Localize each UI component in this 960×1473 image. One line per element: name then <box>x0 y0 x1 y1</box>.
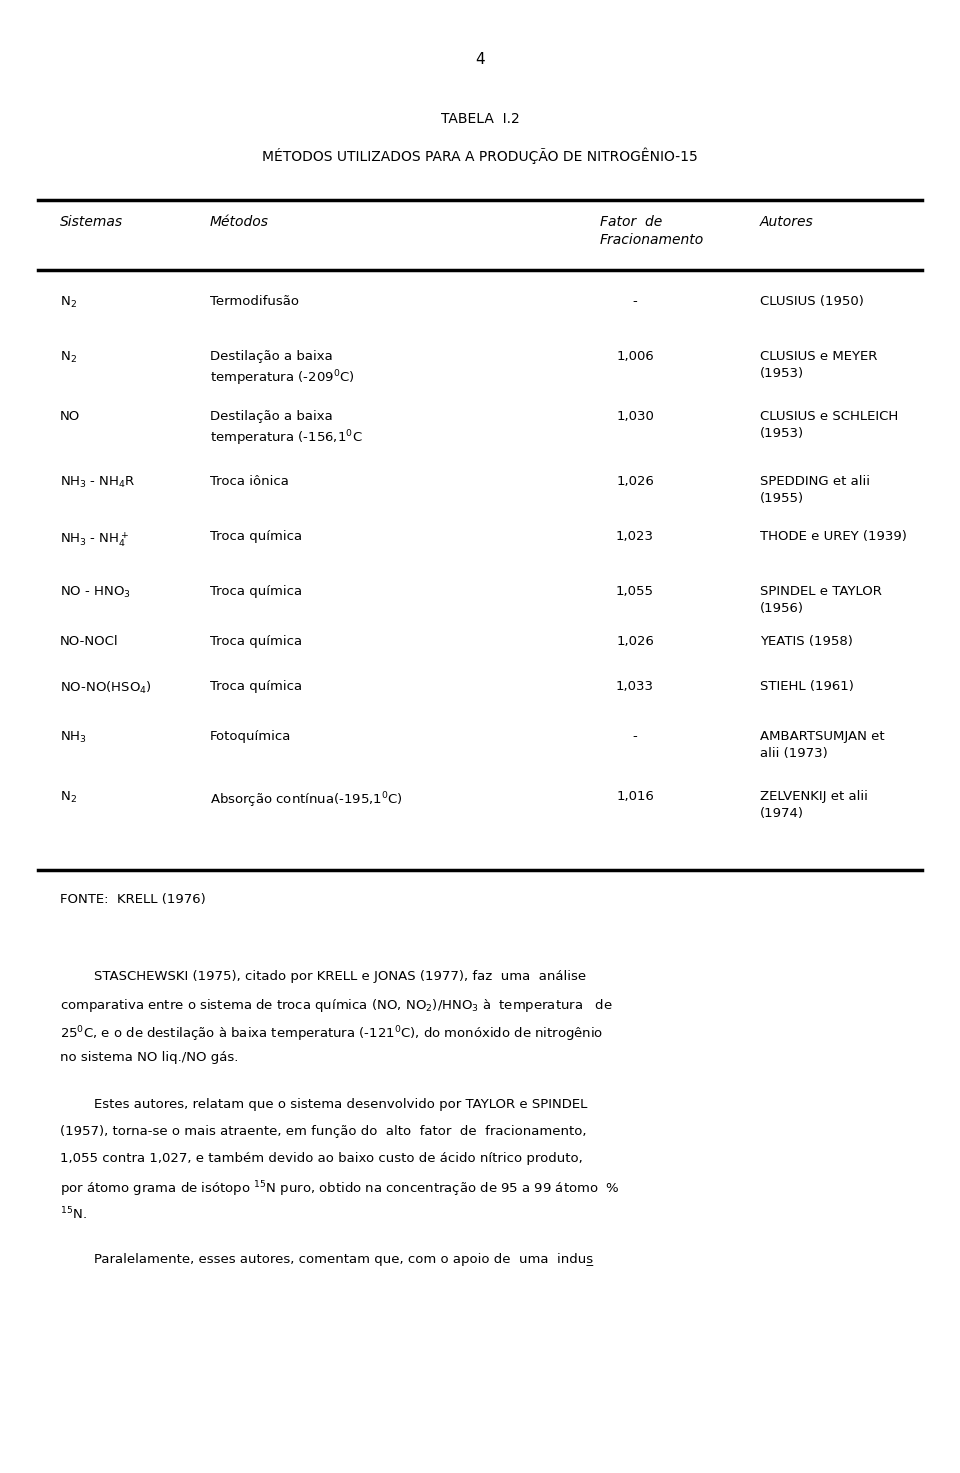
Text: Estes autores, relatam que o sistema desenvolvido por TAYLOR e SPINDEL: Estes autores, relatam que o sistema des… <box>60 1097 588 1111</box>
Text: Troca química: Troca química <box>210 681 302 692</box>
Text: 4: 4 <box>475 52 485 66</box>
Text: SPEDDING et alii
(1955): SPEDDING et alii (1955) <box>760 474 870 505</box>
Text: $^{15}$N.: $^{15}$N. <box>60 1206 87 1223</box>
Text: ZELVENKIJ et alii
(1974): ZELVENKIJ et alii (1974) <box>760 790 868 820</box>
Text: STIEHL (1961): STIEHL (1961) <box>760 681 853 692</box>
Text: TABELA  I.2: TABELA I.2 <box>441 112 519 127</box>
Text: 25$^0$C, e o de destilação à baixa temperatura (-121$^0$C), do monóxido de nitro: 25$^0$C, e o de destilação à baixa tempe… <box>60 1024 603 1043</box>
Text: Fotoquímica: Fotoquímica <box>210 731 292 742</box>
Text: -: - <box>633 731 637 742</box>
Text: SPINDEL e TAYLOR
(1956): SPINDEL e TAYLOR (1956) <box>760 585 882 616</box>
Text: 1,006: 1,006 <box>616 351 654 362</box>
Text: Absorção contínua(-195,1$^0$C): Absorção contínua(-195,1$^0$C) <box>210 790 403 810</box>
Text: Fator  de
Fracionamento: Fator de Fracionamento <box>600 215 705 247</box>
Text: por átomo grama de isótopo $^{15}$N puro, obtido na concentração de 95 a 99 átom: por átomo grama de isótopo $^{15}$N puro… <box>60 1178 619 1199</box>
Text: THODE e UREY (1939): THODE e UREY (1939) <box>760 530 907 544</box>
Text: FONTE:  KRELL (1976): FONTE: KRELL (1976) <box>60 893 205 906</box>
Text: 1,055 contra 1,027, e também devido ao baixo custo de ácido nítrico produto,: 1,055 contra 1,027, e também devido ao b… <box>60 1152 583 1165</box>
Text: Métodos: Métodos <box>210 215 269 228</box>
Text: 1,023: 1,023 <box>616 530 654 544</box>
Text: N$_2$: N$_2$ <box>60 351 77 365</box>
Text: NO - HNO$_3$: NO - HNO$_3$ <box>60 585 132 600</box>
Text: 1,016: 1,016 <box>616 790 654 803</box>
Text: NO-NOCl: NO-NOCl <box>60 635 119 648</box>
Text: N$_2$: N$_2$ <box>60 295 77 311</box>
Text: 1,033: 1,033 <box>616 681 654 692</box>
Text: CLUSIUS e SCHLEICH
(1953): CLUSIUS e SCHLEICH (1953) <box>760 409 899 440</box>
Text: Sistemas: Sistemas <box>60 215 123 228</box>
Text: (1957), torna-se o mais atraente, em função do  alto  fator  de  fracionamento,: (1957), torna-se o mais atraente, em fun… <box>60 1125 587 1139</box>
Text: 1,030: 1,030 <box>616 409 654 423</box>
Text: Troca química: Troca química <box>210 635 302 648</box>
Text: no sistema NO liq./NO gás.: no sistema NO liq./NO gás. <box>60 1052 238 1064</box>
Text: Troca química: Troca química <box>210 530 302 544</box>
Text: Troca iônica: Troca iônica <box>210 474 289 488</box>
Text: Destilação a baixa
temperatura (-156,1$^0$C: Destilação a baixa temperatura (-156,1$^… <box>210 409 363 448</box>
Text: NH$_3$ - NH$_4$R: NH$_3$ - NH$_4$R <box>60 474 135 491</box>
Text: Paralelamente, esses autores, comentam que, com o apoio de  uma  indus̲: Paralelamente, esses autores, comentam q… <box>60 1254 593 1265</box>
Text: -: - <box>633 295 637 308</box>
Text: N$_2$: N$_2$ <box>60 790 77 806</box>
Text: Autores: Autores <box>760 215 814 228</box>
Text: 1,026: 1,026 <box>616 635 654 648</box>
Text: AMBARTSUMJAN et
alii (1973): AMBARTSUMJAN et alii (1973) <box>760 731 884 760</box>
Text: MÉTODOS UTILIZADOS PARA A PRODUÇÃO DE NITROGÊNIO-15: MÉTODOS UTILIZADOS PARA A PRODUÇÃO DE NI… <box>262 147 698 165</box>
Text: STASCHEWSKI (1975), citado por KRELL e JONAS (1977), faz  uma  análise: STASCHEWSKI (1975), citado por KRELL e J… <box>60 971 587 982</box>
Text: CLUSIUS (1950): CLUSIUS (1950) <box>760 295 864 308</box>
Text: 1,026: 1,026 <box>616 474 654 488</box>
Text: NO-NO(HSO$_4$): NO-NO(HSO$_4$) <box>60 681 152 697</box>
Text: Destilação a baixa
temperatura (-209$^0$C): Destilação a baixa temperatura (-209$^0$… <box>210 351 354 389</box>
Text: comparativa entre o sistema de troca química (NO, NO$_2$)/HNO$_3$ à  temperatura: comparativa entre o sistema de troca quí… <box>60 997 612 1013</box>
Text: NO: NO <box>60 409 81 423</box>
Text: NH$_3$ - NH$_4^+$: NH$_3$ - NH$_4^+$ <box>60 530 129 549</box>
Text: Termodifusão: Termodifusão <box>210 295 299 308</box>
Text: YEATIS (1958): YEATIS (1958) <box>760 635 852 648</box>
Text: Troca química: Troca química <box>210 585 302 598</box>
Text: CLUSIUS e MEYER
(1953): CLUSIUS e MEYER (1953) <box>760 351 877 380</box>
Text: 1,055: 1,055 <box>616 585 654 598</box>
Text: NH$_3$: NH$_3$ <box>60 731 86 745</box>
